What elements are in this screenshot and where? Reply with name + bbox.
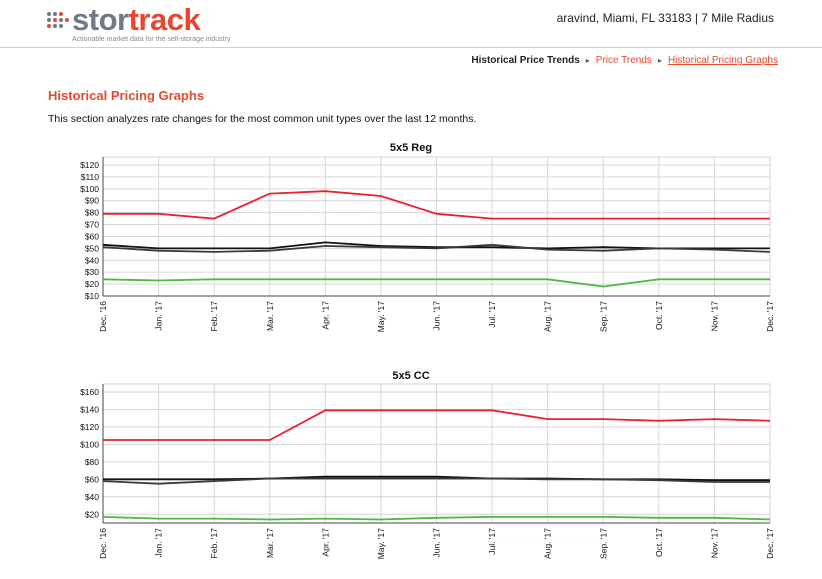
chart-5x5-reg-svg: 5x5 Reg $10 $20 $30 $40 $50 $60$70 $80 $90 $100 $1… <box>80 142 775 333</box>
y-tick-label: $90 <box>85 196 99 206</box>
x-tick-label: Jan. '17 <box>154 528 164 558</box>
x-tick-label: Sep. '17 <box>598 301 608 332</box>
x-tick-label: Jan. '17 <box>154 301 164 331</box>
page-title: Historical Pricing Graphs <box>48 88 205 103</box>
x-tick-label: Aug. '17 <box>543 528 553 559</box>
chart-title: 5x5 CC <box>392 370 429 382</box>
chart-5x5-cc: 5x5 CC $20 $40 $60 $80 $100 $120 $140 $160 Dec. '… <box>0 366 822 579</box>
logo-wordmark: stortrack <box>72 2 201 37</box>
y-tick-label: $70 <box>85 220 99 230</box>
series-line-dark <box>102 243 771 253</box>
x-tick-label: Apr. '17 <box>320 528 330 557</box>
x-tick-label: Dec. '16 <box>98 528 108 559</box>
chart-5x5-reg: 5x5 Reg $10 $20 $30 $40 $50 $60 $70 $80 $90 $100 $1… <box>0 138 822 348</box>
logo-part-track: track <box>128 2 201 37</box>
x-tick-label: Feb. '17 <box>209 528 219 559</box>
x-tick-label: Sep. '17 <box>598 528 608 559</box>
x-tick-label: Mar. '17 <box>265 528 275 558</box>
x-tick-label: Oct. '17 <box>654 528 664 557</box>
breadcrumb-historical-price-trends[interactable]: Historical Price Trends <box>471 55 580 66</box>
y-tick-label: $40 <box>85 492 99 502</box>
y-tick-label: $60 <box>85 231 99 241</box>
y-tick-label: $20 <box>85 509 99 519</box>
location-label: aravind, Miami, FL 33183 | 7 Mile Radius <box>556 11 774 25</box>
y-tick-label: $40 <box>85 255 99 265</box>
x-tick-label: Jul. '17 <box>487 301 497 328</box>
breadcrumb-historical-pricing-graphs[interactable]: Historical Pricing Graphs <box>667 55 778 66</box>
page-description: This section analyzes rate changes for t… <box>48 113 477 125</box>
x-tick-label: Nov. '17 <box>709 301 719 332</box>
x-tick-label: Dec. '17 <box>765 301 775 332</box>
y-tick-label: $60 <box>85 474 99 484</box>
stortrack-dots-icon <box>47 9 69 31</box>
y-tick-label: $50 <box>85 243 99 253</box>
triangle-right-icon: ▸ <box>585 56 590 65</box>
y-tick-label: $120 <box>80 160 99 170</box>
x-tick-label: Aug. '17 <box>543 301 553 332</box>
series-line-red <box>103 190 770 220</box>
breadcrumb-price-trends[interactable]: Price Trends <box>595 55 652 66</box>
x-tick-label: May. '17 <box>376 528 386 560</box>
logo-part-stor: stor <box>72 2 129 37</box>
y-tick-label: $110 <box>81 172 100 182</box>
y-tick-label: $20 <box>85 279 99 289</box>
y-tick-label: $100 <box>80 184 99 194</box>
y-tick-label: $100 <box>80 439 99 449</box>
y-tick-label: $80 <box>85 208 99 218</box>
x-tick-label: Jul. '17 <box>487 528 497 555</box>
logo-tagline: Actionable market data for the self-stor… <box>72 36 231 43</box>
breadcrumb: Historical Price Trends ▸ Price Trends ▸… <box>471 55 778 66</box>
x-tick-label: Nov. '17 <box>709 528 719 559</box>
series-line-green <box>102 278 770 288</box>
y-tick-label: $160 <box>80 387 99 397</box>
x-tick-label: Dec. '16 <box>98 301 108 332</box>
chart-title: 5x5 Reg <box>390 142 432 154</box>
y-tick-label: $120 <box>80 422 99 432</box>
y-tick-label: $140 <box>80 404 99 414</box>
x-tick-label: Mar. '17 <box>265 301 275 331</box>
series-line-dark <box>102 477 770 485</box>
stortrack-logo[interactable]: stortrack <box>47 2 201 37</box>
x-tick-label: Feb. '17 <box>209 301 219 332</box>
chart-5x5-cc-svg: 5x5 CC $20 $40 $60 $80 $100 $120 $140 $160 Dec. '… <box>80 370 775 560</box>
y-tick-label: $10 <box>85 291 99 301</box>
x-tick-label: Jun. '17 <box>432 528 442 558</box>
series-line-red <box>103 409 771 441</box>
triangle-right-icon: ▸ <box>657 56 662 65</box>
x-tick-label: Jun. '17 <box>432 301 442 331</box>
x-tick-label: Oct. '17 <box>654 301 664 330</box>
series-line-green <box>102 515 771 521</box>
page-header: stortrack Actionable market data for the… <box>0 0 822 48</box>
x-tick-label: Dec. '17 <box>765 528 775 559</box>
x-tick-label: May. '17 <box>376 301 386 333</box>
y-tick-label: $80 <box>85 457 99 467</box>
x-tick-label: Apr. '17 <box>320 301 330 330</box>
y-tick-label: $30 <box>85 267 99 277</box>
